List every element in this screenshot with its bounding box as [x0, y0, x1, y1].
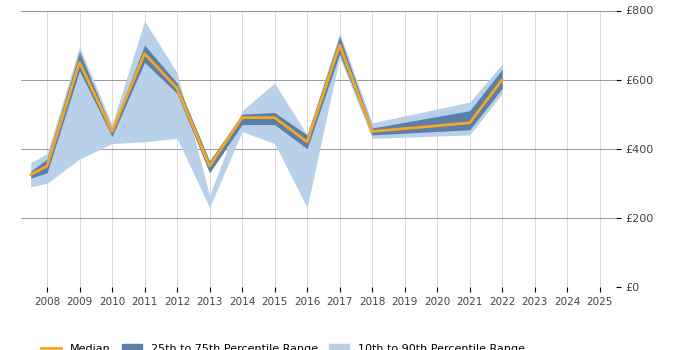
Legend: Median, 25th to 75th Percentile Range, 10th to 90th Percentile Range: Median, 25th to 75th Percentile Range, 1…: [36, 340, 529, 350]
